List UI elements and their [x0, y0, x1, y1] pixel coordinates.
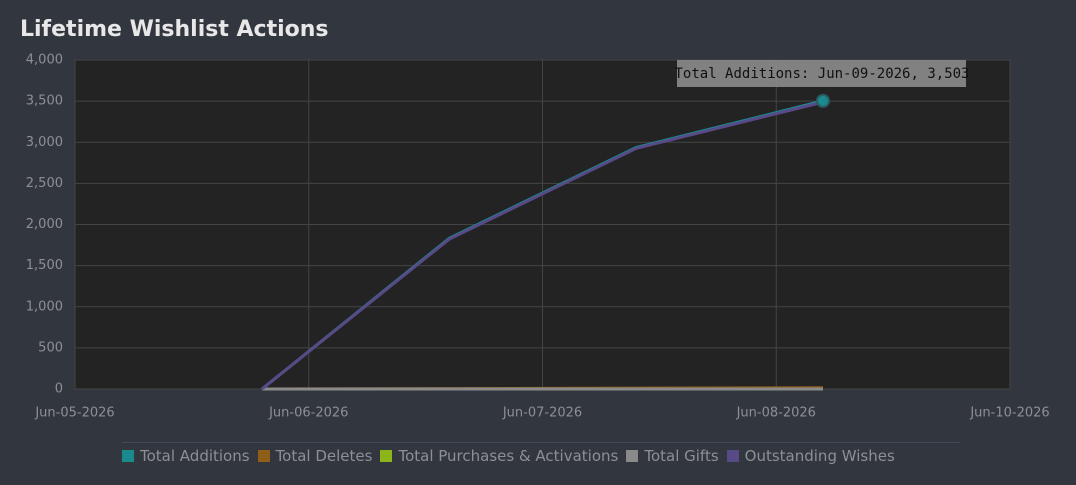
y-tick-label: 2,500: [26, 176, 63, 191]
legend-swatch: [257, 450, 270, 462]
hover-point: [816, 93, 830, 108]
x-tick-label: Jun-08-2026: [736, 406, 816, 421]
x-tick-label: Jun-10-2026: [969, 406, 1049, 421]
y-tick-label: 2,000: [26, 217, 63, 232]
legend-swatch: [726, 450, 739, 462]
legend: Total Additions Total Deletes Total Purcha…: [122, 442, 960, 465]
legend-label: Total Purchases & Activations: [398, 447, 619, 465]
y-tick-label: 4,000: [26, 53, 63, 68]
tooltip-box: [677, 60, 966, 87]
y-tick-label: 1,500: [26, 258, 63, 273]
chart-title: Lifetime Wishlist Actions: [20, 17, 329, 42]
legend-label: Total Additions: [140, 447, 250, 465]
legend-label: Outstanding Wishes: [744, 447, 895, 465]
legend-item[interactable]: Outstanding Wishes: [726, 447, 895, 465]
legend-item[interactable]: Total Gifts: [626, 447, 719, 465]
legend-swatch: [122, 450, 134, 462]
series-line: [261, 100, 824, 391]
legend-item[interactable]: Total Deletes: [257, 447, 373, 465]
y-tick-label: 3,000: [26, 135, 63, 150]
y-tick-label: 500: [38, 340, 63, 355]
legend-swatch: [626, 450, 639, 462]
chart: Lifetime Wishlist Actions 0 500 1,000 1,500…: [20, 17, 1050, 421]
legend-item[interactable]: Total Additions: [122, 447, 250, 465]
y-tick-label: 1,000: [26, 299, 63, 314]
legend-label: Total Deletes: [275, 447, 373, 465]
x-tick-label: Jun-07-2026: [502, 406, 582, 421]
legend-item[interactable]: Total Purchases & Activations: [380, 447, 618, 465]
x-tick-label: Jun-06-2026: [268, 406, 348, 421]
x-tick-label: Jun-05-2026: [34, 406, 114, 421]
y-tick-label: 3,500: [26, 94, 63, 109]
y-tick-label: 0: [55, 382, 63, 397]
legend-swatch: [380, 450, 393, 462]
legend-label: Total Gifts: [644, 447, 719, 465]
tooltip: Total Additions: Jun-09-2026, 3,503: [674, 66, 969, 82]
